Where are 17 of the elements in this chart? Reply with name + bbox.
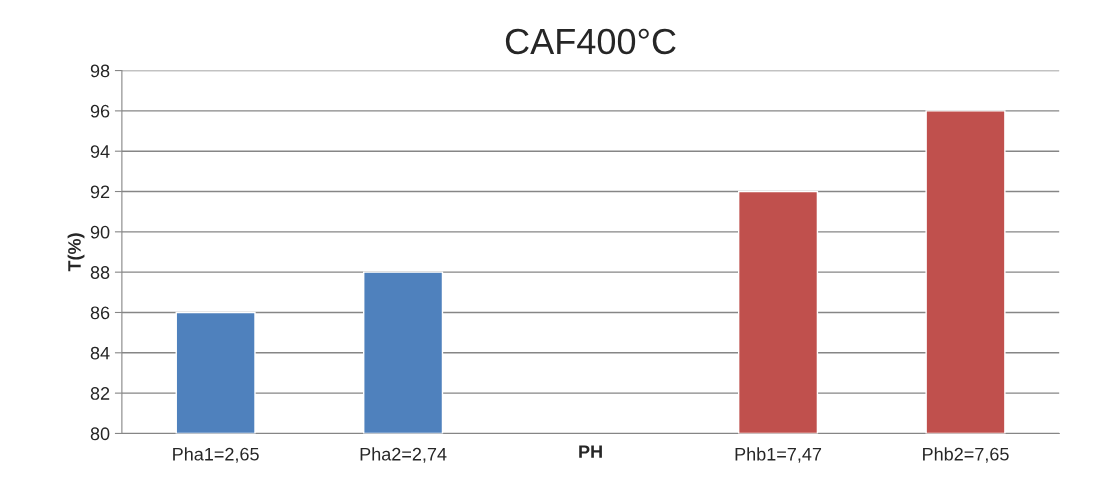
y-tick-label: 82 [90,387,110,400]
y-tick-label: 94 [90,145,110,158]
y-tick-label: 80 [90,427,110,441]
chart-title: CAF400°C [505,28,676,55]
x-tick-label: Phb2=7,65 [923,447,1009,463]
y-tick-label: 96 [90,104,110,118]
x-axis-title: PH [579,445,602,458]
y-tick-label: 92 [90,185,110,199]
y-axis-title: T(%) [67,233,85,272]
x-tick-label: Pha2=2,74 [360,447,447,463]
y-tick-label: 86 [90,306,110,320]
y-tick-label: 90 [90,225,110,239]
y-tick-label: 84 [90,346,110,360]
y-tick-label: 98 [90,64,110,78]
x-tick-label: Phb1=7,47 [735,447,822,463]
x-tick-label: Pha1=2,65 [173,447,259,463]
y-tick-label: 88 [90,266,110,279]
